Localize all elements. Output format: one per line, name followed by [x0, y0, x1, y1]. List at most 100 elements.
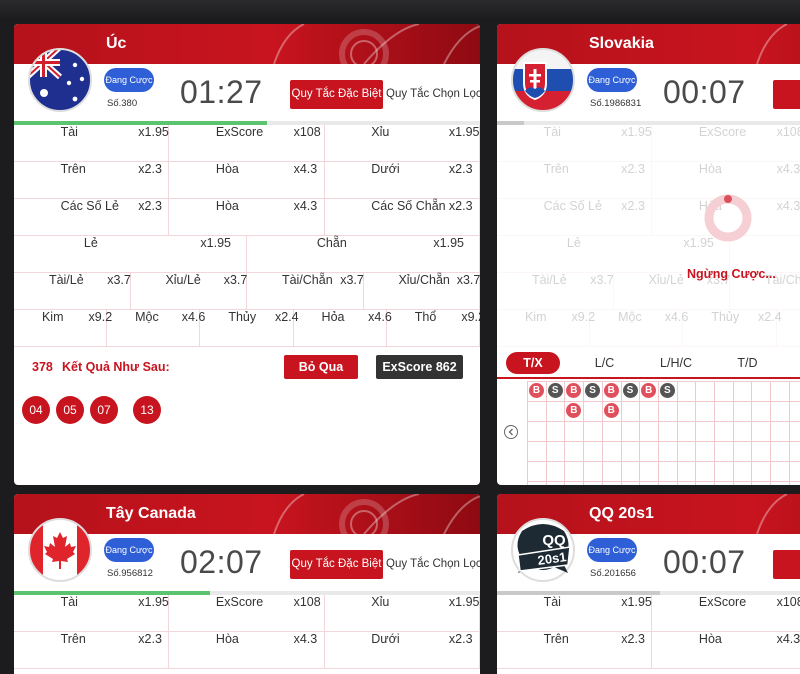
bet-odds: x1.95 [621, 595, 652, 609]
bet-odds: x3.7 [223, 273, 248, 287]
road-grid-line [657, 381, 659, 485]
bet-cell[interactable]: Lẻ x1.95 [14, 236, 247, 273]
bet-cell[interactable]: Tài/Lẻ x3.7 [14, 273, 131, 310]
bet-label: Hỏa [321, 310, 345, 324]
rule-button[interactable]: Quy Tắc Đặc Biệt [290, 550, 383, 579]
rule-button[interactable]: Quy Tắc Đặc Biệt [290, 80, 383, 109]
bet-odds: x3.7 [340, 273, 364, 287]
bet-label: Thổ [414, 310, 437, 324]
flag-art [28, 518, 92, 582]
exscore-button[interactable]: ExScore 862 [376, 355, 463, 379]
rule-link[interactable]: Quy Tắc Chọn Lọc [386, 558, 480, 570]
road-bead: B [603, 403, 619, 418]
countdown: 00:07 [663, 544, 746, 580]
rule-button[interactable]: Quy [773, 80, 800, 109]
bet-label: Kim [41, 310, 64, 324]
bet-label: Tài [543, 595, 561, 609]
game-card: Úc Đang Cược Số.380 01:27 Quy Tắc Đặc Biệt Qu… [14, 24, 480, 485]
bet-cell[interactable]: Hòa x4.3 [652, 632, 800, 669]
road-grid-line [527, 461, 800, 462]
road-bead: B [529, 383, 544, 398]
bet-cell[interactable]: Xỉu x1.95 [324, 595, 480, 632]
status-badge: Đang Cược [104, 538, 154, 562]
bet-cell[interactable]: Dưới x2.3 [324, 632, 480, 669]
bet-cell[interactable]: Mộc x4.6 [107, 310, 205, 347]
bet-label: ExScore [215, 125, 264, 139]
bet-odds: x1.95 [138, 595, 169, 609]
bet-odds: x9.2 [88, 310, 113, 324]
bet-label: Thủy [228, 310, 257, 324]
skip-button[interactable]: Bỏ Qua [284, 355, 358, 379]
bet-odds: x2.3 [138, 162, 162, 176]
road-grid-line [751, 381, 753, 485]
bet-odds: x9.2 [461, 310, 480, 324]
road-grid-line [714, 381, 715, 485]
bet-odds: x2.3 [448, 199, 473, 213]
header-decor [727, 494, 800, 539]
bet-cell[interactable]: Xỉu x1.95 [324, 125, 480, 162]
bet-cell[interactable]: Tài x1.95 [497, 595, 653, 632]
bet-cell[interactable]: Các Số Chẵn x2.3 [324, 199, 480, 236]
bet-cell[interactable]: Chẵn x1.95 [247, 236, 480, 273]
bet-label: Trên [60, 632, 86, 646]
bet-label: Trên [543, 632, 569, 646]
flag [510, 47, 576, 118]
bet-cell[interactable]: Hòa x4.3 [169, 162, 325, 199]
road-tab[interactable]: T/X [506, 352, 560, 374]
suspend-overlay [497, 125, 800, 347]
bet-cell[interactable]: ExScore x108 [169, 595, 325, 632]
road-bead: B [641, 383, 657, 398]
header-decor [244, 24, 480, 79]
flag-art [511, 518, 575, 582]
bet-odds: x2.3 [138, 199, 162, 213]
road-tab[interactable]: T/D [737, 356, 758, 370]
bet-cell[interactable]: Hòa x4.3 [169, 632, 325, 669]
bet-odds: x4.6 [181, 310, 206, 324]
road-grid-line [695, 381, 697, 485]
bet-cell[interactable]: Kim x9.2 [14, 310, 112, 347]
bet-odds: x4.6 [368, 310, 392, 324]
card-title: Tây Canada [106, 505, 196, 522]
road-grid-line [732, 381, 734, 485]
bet-cell[interactable]: Hòa x4.3 [169, 199, 325, 236]
bet-cell[interactable]: Xỉu/Lẻ x3.7 [130, 273, 248, 310]
result-count: 378 [32, 360, 53, 374]
bet-label: Tài [60, 595, 78, 609]
rule-button[interactable]: Quy [773, 550, 800, 579]
result-ball: 04 [22, 396, 50, 424]
bet-label: Xỉu/Lẻ [165, 273, 201, 287]
game-card: Tây Canada Đang Cược Số.956812 02:07 Quy Tắc… [14, 494, 480, 674]
bet-odds: x1.95 [448, 595, 480, 609]
bet-odds: x4.3 [776, 632, 800, 646]
bet-cell[interactable]: Tài x1.95 [14, 595, 170, 632]
bet-cell[interactable]: Trên x2.3 [14, 162, 170, 199]
bet-cell[interactable]: Tài x1.95 [14, 125, 170, 162]
bet-cell[interactable]: Trên x2.3 [14, 632, 170, 669]
result-ball: 05 [56, 396, 84, 424]
bet-cell[interactable]: Thủy x2.4 [200, 310, 299, 347]
header-decor [244, 494, 480, 549]
road-grid-line [527, 441, 800, 442]
round-number: Số.1986831 [590, 98, 642, 109]
road-grid-line [639, 381, 641, 485]
bet-odds: x108 [293, 595, 321, 609]
bet-cell[interactable]: Trên x2.3 [497, 632, 653, 669]
bet-cell[interactable]: Thổ x9.2 [386, 310, 480, 347]
bet-cell[interactable]: ExScore x108 [652, 595, 800, 632]
bet-cell[interactable]: Hỏa x4.6 [293, 310, 392, 347]
header-decor [727, 24, 800, 69]
flag-art [511, 48, 575, 112]
bet-label: Chẵn [316, 236, 347, 250]
road-tab[interactable]: L/H/C [660, 356, 692, 370]
bet-cell[interactable]: Tài/Chẵn x3.7 [247, 273, 364, 310]
countdown: 00:07 [663, 74, 746, 110]
road-tab[interactable]: L/C [594, 356, 615, 370]
rule-link[interactable]: Quy Tắc Chọn Lọc [386, 88, 480, 100]
bet-cell[interactable]: Dưới x2.3 [324, 162, 480, 199]
bet-cell[interactable]: Các Số Lẻ x2.3 [14, 199, 170, 236]
bet-odds: x1.95 [138, 125, 169, 139]
bet-cell[interactable]: Xỉu/Chẵn x3.7 [363, 273, 480, 310]
bet-cell[interactable]: ExScore x108 [169, 125, 325, 162]
road-bead: S [622, 383, 638, 398]
